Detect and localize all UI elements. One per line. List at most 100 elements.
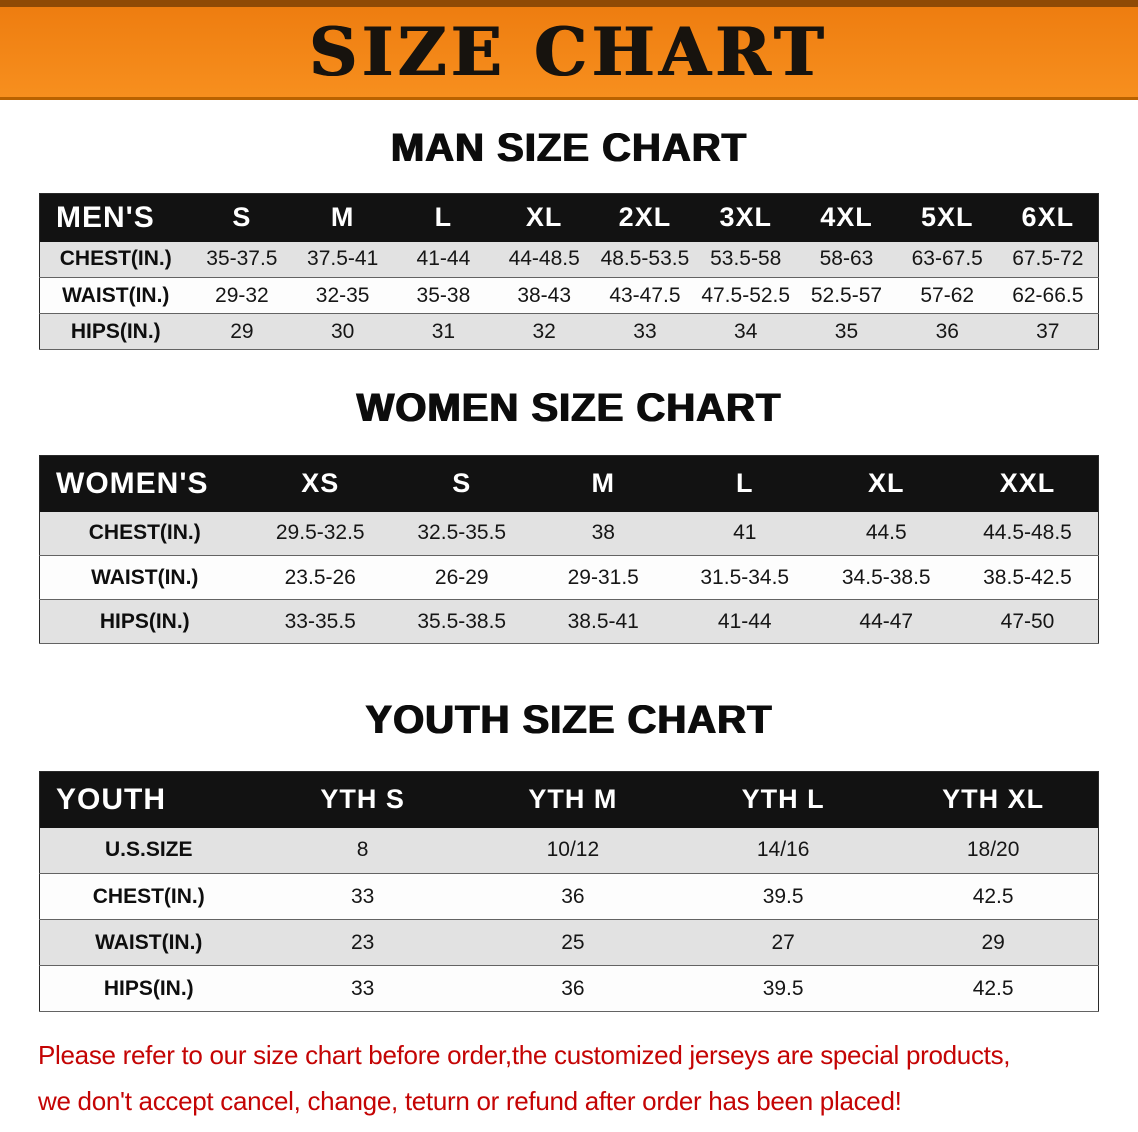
youth-section-heading: YOUTH SIZE CHART (365, 698, 773, 742)
measurement-label: WAIST(IN.) (95, 930, 203, 954)
size-value-cell: 37.5-41 (307, 247, 379, 271)
size-value-cell: 37 (1036, 319, 1060, 343)
size-value-cell: 47-50 (1000, 609, 1055, 633)
size-value-cell: 35.5-38.5 (417, 609, 507, 633)
size-value-cell: 52.5-57 (810, 283, 883, 307)
size-value-cell: 33 (350, 976, 375, 1000)
size-value-cell: 34.5-38.5 (841, 565, 931, 589)
size-value-cell: 32-35 (315, 283, 370, 307)
size-header-cell: 5XL (920, 202, 974, 233)
size-value-cell: 29-32 (215, 283, 269, 307)
size-value-cell: 36 (561, 976, 585, 1000)
size-header-cell: L (434, 202, 453, 233)
size-header-cell: YTH M (528, 784, 618, 815)
size-value-cell: 43-47.5 (609, 283, 681, 307)
table-header-row: YOUTH YTH S YTH M YTH L YTH XL (39, 771, 1099, 828)
measurement-label: CHEST(IN.) (88, 521, 201, 545)
measurement-row: HIPS(IN.) 33-35.5 35.5-38.5 38.5-41 41-44 44-… (39, 599, 1099, 644)
size-header-cell: XL (867, 468, 905, 499)
size-header-cell: XL (525, 202, 563, 233)
women-size-table: WOMEN'S XS S M L XL XXL CHEST(IN.) 29.5-32.5 32.5… (39, 455, 1099, 644)
size-value-cell: 39.5 (762, 976, 804, 1000)
measurement-row: HIPS(IN.) 29 30 31 32 33 34 35 36 37 (39, 313, 1099, 350)
measurement-label: U.S.SIZE (104, 838, 193, 862)
size-value-cell: 42.5 (972, 884, 1014, 908)
size-value-cell: 33-35.5 (284, 609, 356, 633)
size-value-cell: 44.5-48.5 (983, 521, 1072, 545)
size-value-cell: 38.5-42.5 (983, 565, 1072, 589)
size-header-cell: YTH L (741, 784, 825, 815)
page-title: SIZE CHART (309, 13, 829, 91)
table-title-cell: YOUTH (56, 782, 166, 816)
size-value-cell: 38 (591, 521, 615, 545)
measurement-label: HIPS(IN.) (103, 976, 194, 1000)
size-header-cell: YTH XL (942, 784, 1045, 815)
size-value-cell: 35 (834, 319, 859, 343)
size-value-cell: 35-38 (416, 283, 471, 307)
size-value-cell: 26-29 (434, 565, 489, 589)
size-value-cell: 29-31.5 (567, 565, 639, 589)
size-header-cell: S (452, 468, 472, 499)
youth-size-table: YOUTH YTH S YTH M YTH L YTH XL U.S.SIZE 8 10/12… (39, 771, 1099, 1012)
measurement-row: WAIST(IN.) 23 25 27 29 (39, 919, 1099, 966)
size-header-cell: XS (301, 468, 340, 499)
measurement-label: WAIST(IN.) (62, 283, 170, 307)
size-value-cell: 23.5-26 (284, 565, 356, 589)
measurement-label: HIPS(IN.) (99, 609, 190, 633)
measurement-row: HIPS(IN.) 33 36 39.5 42.5 (39, 965, 1099, 1012)
measurement-row: WAIST(IN.) 29-32 32-35 35-38 38-43 43-47.5 47.… (39, 277, 1099, 314)
size-header-cell: XXL (999, 468, 1056, 499)
size-value-cell: 30 (330, 319, 355, 343)
size-value-cell: 62-66.5 (1012, 283, 1084, 307)
men-size-table: MEN'S S M L XL 2XL 3XL 4XL 5XL 6XL CHEST(IN.) 35-37… (39, 193, 1099, 350)
size-value-cell: 41 (733, 521, 757, 545)
size-value-cell: 36 (935, 319, 959, 343)
size-value-cell: 27 (771, 930, 795, 954)
size-value-cell: 44.5 (865, 521, 907, 545)
size-value-cell: 31.5-34.5 (700, 565, 790, 589)
size-value-cell: 57-62 (920, 283, 975, 307)
size-value-cell: 18/20 (966, 838, 1020, 862)
size-value-cell: 41-44 (416, 247, 471, 271)
size-header-cell: S (232, 202, 252, 233)
table-title-cell: MEN'S (56, 200, 155, 234)
size-value-cell: 38.5-41 (567, 609, 639, 633)
size-header-cell: 3XL (719, 202, 772, 233)
size-header-cell: 4XL (820, 202, 873, 233)
size-value-cell: 34 (734, 319, 758, 343)
size-value-cell: 33 (633, 319, 657, 343)
measurement-label: CHEST(IN.) (92, 884, 205, 908)
measurement-row: WAIST(IN.) 23.5-26 26-29 29-31.5 31.5-34.5 34… (39, 555, 1099, 600)
measurement-row: CHEST(IN.) 33 36 39.5 42.5 (39, 873, 1099, 920)
size-value-cell: 25 (561, 930, 585, 954)
size-header-cell: M (330, 202, 355, 233)
size-value-cell: 63-67.5 (911, 247, 983, 271)
measurement-label: WAIST(IN.) (91, 565, 199, 589)
size-value-cell: 35-37.5 (206, 247, 278, 271)
size-value-cell: 48.5-53.5 (600, 247, 690, 271)
size-value-cell: 14/16 (756, 838, 810, 862)
size-value-cell: 41-44 (717, 609, 772, 633)
table-title-cell: WOMEN'S (56, 466, 209, 500)
size-value-cell: 53.5-58 (710, 247, 782, 271)
size-value-cell: 29 (981, 930, 1005, 954)
size-value-cell: 58-63 (819, 247, 874, 271)
table-header-row: WOMEN'S XS S M L XL XXL (39, 455, 1099, 512)
size-value-cell: 29.5-32.5 (275, 521, 365, 545)
size-value-cell: 38-43 (517, 283, 572, 307)
size-header-cell: YTH S (320, 784, 405, 815)
size-value-cell: 32 (532, 319, 556, 343)
size-value-cell: 47.5-52.5 (701, 283, 791, 307)
size-value-cell: 31 (431, 319, 456, 343)
women-section-heading: WOMEN SIZE CHART (356, 386, 782, 430)
size-value-cell: 29 (230, 319, 254, 343)
measurement-row: U.S.SIZE 8 10/12 14/16 18/20 (39, 827, 1099, 874)
table-header-row: MEN'S S M L XL 2XL 3XL 4XL 5XL 6XL (39, 193, 1099, 242)
size-header-cell: 6XL (1021, 202, 1075, 233)
size-header-cell: L (736, 468, 754, 499)
size-value-cell: 39.5 (762, 884, 804, 908)
size-value-cell: 33 (350, 884, 375, 908)
men-section-heading: MAN SIZE CHART (390, 126, 748, 170)
size-value-cell: 10/12 (546, 838, 600, 862)
size-value-cell: 67.5-72 (1012, 247, 1084, 271)
